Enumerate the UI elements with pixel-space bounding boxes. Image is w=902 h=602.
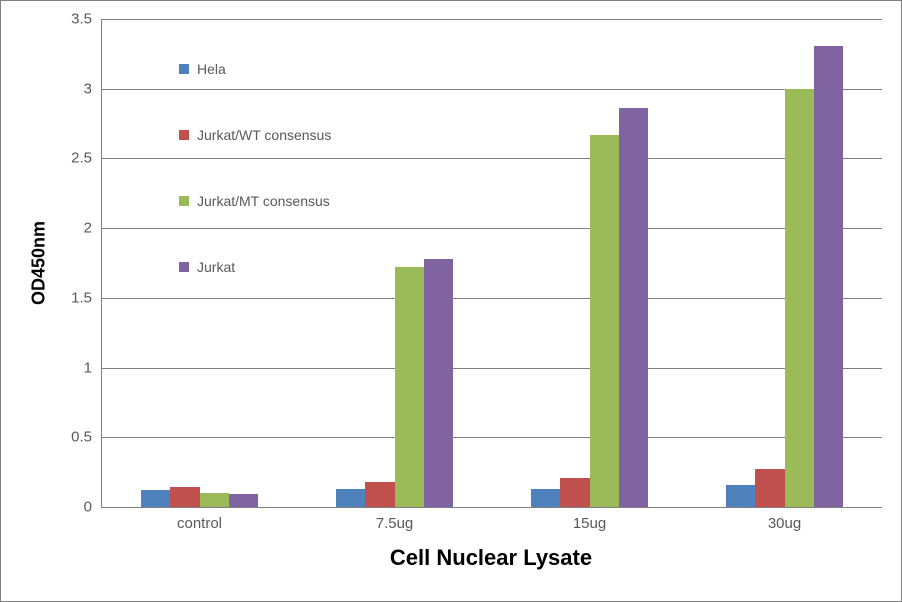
y-tick-label: 0 — [84, 499, 102, 516]
bar — [590, 135, 619, 507]
chart-frame: 0 0.5 1 1.5 2 2.5 3 3.5 control 7.5ug 15ug 30ug OD4… — [0, 0, 902, 602]
legend-label: Jurkat/WT consensus — [197, 127, 331, 143]
bar — [170, 487, 199, 507]
y-tick-label: 1.5 — [71, 289, 102, 306]
gridline — [102, 298, 882, 299]
legend-label: Jurkat/MT consensus — [197, 193, 330, 209]
legend-swatch — [179, 196, 189, 206]
legend-swatch — [179, 262, 189, 272]
gridline — [102, 437, 882, 438]
bar — [619, 108, 648, 507]
legend-item: Hela — [179, 49, 331, 89]
bar — [365, 482, 394, 507]
bar — [424, 259, 453, 507]
legend-item: Jurkat/WT consensus — [179, 115, 331, 155]
x-tick-label: 7.5ug — [376, 507, 414, 532]
x-tick-label: 15ug — [573, 507, 606, 532]
legend-label: Jurkat — [197, 259, 235, 275]
bar — [785, 89, 814, 507]
y-tick-label: 2.5 — [71, 150, 102, 167]
bar — [200, 493, 229, 507]
legend-swatch — [179, 130, 189, 140]
y-tick-label: 1 — [84, 359, 102, 376]
gridline — [102, 368, 882, 369]
y-axis-title: OD450nm — [29, 221, 50, 305]
x-tick-label: control — [177, 507, 222, 532]
y-tick-label: 2 — [84, 220, 102, 237]
y-tick-label: 0.5 — [71, 429, 102, 446]
legend-swatch — [179, 64, 189, 74]
y-tick-label: 3 — [84, 80, 102, 97]
bar — [336, 489, 365, 507]
legend-label: Hela — [197, 61, 226, 77]
bar — [141, 490, 170, 507]
y-tick-label: 3.5 — [71, 11, 102, 28]
legend-item: Jurkat/MT consensus — [179, 181, 331, 221]
bar — [560, 478, 589, 507]
bar — [531, 489, 560, 507]
legend: Hela Jurkat/WT consensus Jurkat/MT consens… — [179, 49, 331, 287]
bar — [814, 46, 843, 508]
gridline — [102, 19, 882, 20]
legend-item: Jurkat — [179, 247, 331, 287]
bar — [755, 469, 784, 507]
x-tick-label: 30ug — [768, 507, 801, 532]
bar — [229, 494, 258, 507]
bar — [726, 485, 755, 507]
x-axis-title: Cell Nuclear Lysate — [390, 545, 592, 571]
bar — [395, 267, 424, 507]
